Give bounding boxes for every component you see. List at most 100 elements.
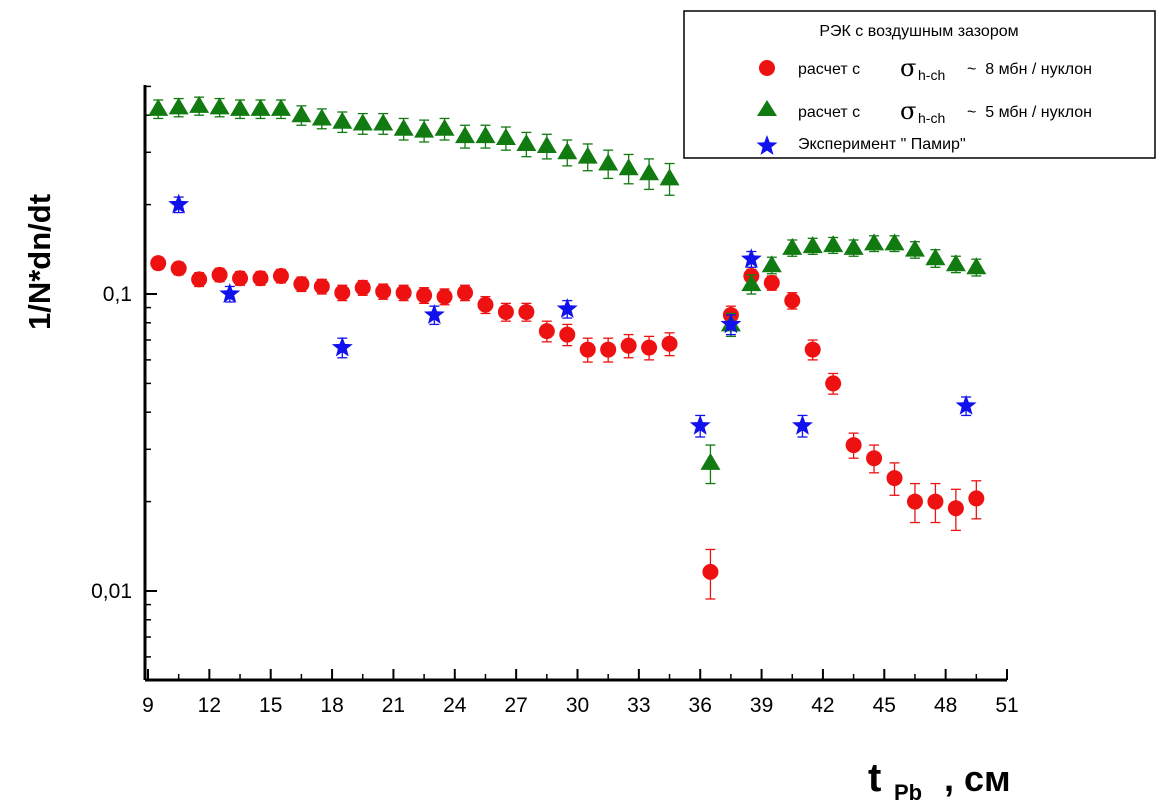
data-point-red [845, 437, 862, 454]
data-point-blue [556, 298, 578, 318]
data-point-blue [720, 313, 742, 334]
data-point-red [354, 279, 371, 296]
data-point-red [211, 266, 228, 283]
data-point-green [230, 98, 251, 116]
data-point-green [455, 126, 476, 144]
legend-entry-green-prefix: расчет с [798, 104, 860, 121]
data-point-blue [168, 193, 190, 214]
x-axis-title: t Pb , см [868, 756, 1011, 805]
data-point-red [804, 341, 821, 358]
data-point-red [661, 335, 678, 352]
data-point-red [825, 375, 842, 392]
data-point-green [741, 274, 762, 292]
legend-entry-blue-label: Эксперимент " Памир" [798, 136, 966, 153]
legend-marker-green-triangle [757, 100, 777, 116]
data-point-green [311, 108, 332, 126]
data-point-green [495, 128, 516, 146]
legend-marker-red-circle [759, 60, 775, 76]
legend-entry-red-prefix: расчет с [798, 61, 860, 78]
legend-entry-green-suffix: ~ 5 мбн / нуклон [967, 104, 1092, 121]
data-point-green [414, 120, 435, 138]
data-point-blue [792, 414, 813, 435]
data-point-red [620, 337, 637, 354]
x-tick-label: 48 [934, 694, 957, 717]
data-point-green [802, 236, 823, 254]
data-point-red [968, 490, 985, 507]
x-tick-label: 30 [566, 694, 589, 717]
data-point-red [763, 274, 780, 291]
data-point-red [600, 341, 617, 358]
series-red [150, 255, 985, 600]
data-point-green [782, 237, 803, 255]
data-point-red [313, 278, 330, 295]
data-point-green [516, 133, 537, 151]
data-point-green [598, 153, 619, 171]
data-point-red [579, 341, 596, 358]
data-point-blue [740, 248, 762, 269]
legend-entry-blue: Эксперимент " Памир" [756, 135, 966, 155]
data-point-red [784, 292, 801, 309]
data-point-green [168, 97, 189, 115]
data-point-green [352, 113, 373, 131]
data-point-green [761, 255, 782, 273]
x-tick-label: 33 [627, 694, 650, 717]
x-tick-label: 15 [259, 694, 282, 717]
x-tick-label: 51 [995, 694, 1018, 717]
legend-box [683, 10, 1156, 159]
data-point-green [618, 158, 639, 176]
legend-entry-green: расчет с σ h-ch ~ 5 мбн / нуклон [757, 97, 1092, 126]
data-point-green [904, 239, 925, 257]
x-tick-label: 9 [142, 694, 154, 717]
x-tick-label: 18 [320, 694, 343, 717]
data-point-green [639, 163, 660, 181]
x-tick-label: 42 [811, 694, 834, 717]
data-point-blue [219, 283, 241, 303]
data-point-green [209, 97, 230, 115]
data-point-red [518, 303, 535, 320]
data-point-green [577, 146, 598, 164]
y-tick-label: 0,01 [91, 580, 132, 603]
series-blue [168, 193, 977, 438]
x-tick-label: 12 [198, 694, 221, 717]
legend-entry-green-subscript: h-ch [918, 110, 945, 126]
x-tick-label: 24 [443, 694, 467, 717]
legend-marker-blue-star [756, 135, 778, 155]
data-point-red [334, 284, 351, 301]
ticks-layer: 9 12 15 18 21 24 27 30 33 36 39 42 45 48 51 0,1 0,01 [91, 85, 1019, 717]
data-point-red [436, 288, 453, 305]
data-point-green [864, 233, 885, 251]
legend-entry-red-sigma: σ [900, 54, 916, 82]
data-point-green [659, 168, 680, 186]
data-point-blue [423, 304, 445, 324]
data-point-red [886, 470, 903, 487]
series-green [148, 95, 987, 485]
data-point-red [559, 326, 576, 343]
y-tick-label: 0,1 [103, 283, 132, 306]
data-point-red [150, 255, 167, 272]
data-point-green [148, 98, 169, 116]
y-axis-title: 1/N*dn/dt [22, 194, 57, 330]
data-point-red [293, 276, 310, 293]
data-point-red [272, 267, 289, 284]
data-point-green [945, 254, 966, 272]
data-point-red [906, 493, 923, 510]
data-point-red [170, 260, 187, 277]
x-tick-label: 45 [873, 694, 896, 717]
legend-entry-green-sigma: σ [900, 97, 916, 125]
legend-title: РЭК с воздушным зазором [819, 23, 1018, 40]
data-point-green [332, 111, 353, 129]
x-tick-label: 27 [504, 694, 527, 717]
data-point-red [538, 323, 555, 340]
data-point-blue [689, 414, 711, 435]
data-point-red [395, 284, 412, 301]
x-tick-label: 21 [382, 694, 405, 717]
data-point-red [947, 500, 964, 517]
data-point-blue [331, 336, 353, 357]
data-point-green [270, 98, 291, 116]
x-axis-title-main: t [868, 756, 881, 800]
data-point-red [866, 450, 883, 467]
legend-entry-red-subscript: h-ch [918, 67, 945, 83]
data-point-green [557, 142, 578, 160]
data-point-red [191, 271, 208, 288]
